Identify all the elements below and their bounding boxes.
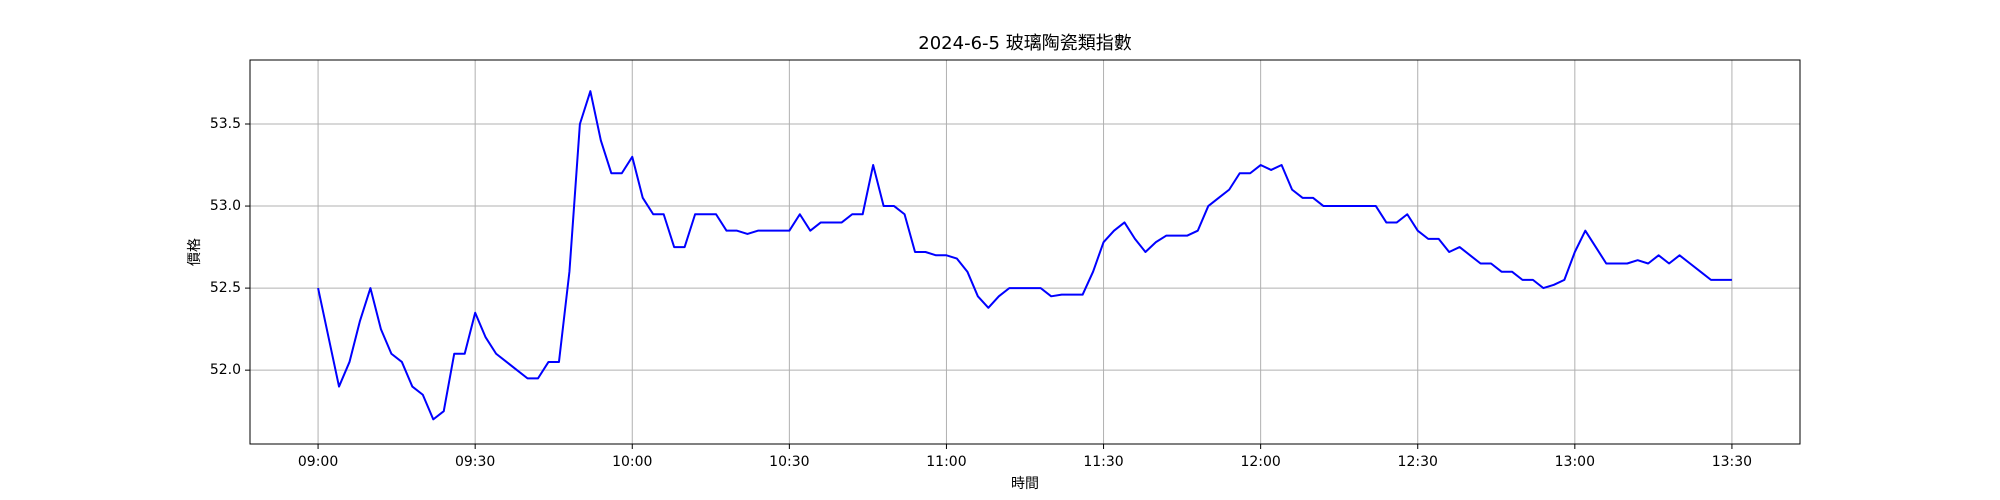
x-tick-label: 10:30 xyxy=(769,454,809,470)
chart-title: 2024-6-5 玻璃陶瓷類指數 xyxy=(918,33,1131,54)
x-tick-label: 13:00 xyxy=(1555,454,1595,470)
x-tick-label: 12:30 xyxy=(1398,454,1438,470)
x-tick-label: 09:00 xyxy=(298,454,338,470)
plot-frame xyxy=(249,59,1801,445)
x-tick-label: 12:00 xyxy=(1240,454,1280,470)
x-tick-label: 09:30 xyxy=(455,454,495,470)
y-axis-label: 價格 xyxy=(186,238,203,266)
price-line xyxy=(317,90,1732,421)
y-tick-label: 52.0 xyxy=(210,362,241,378)
x-tick-label: 10:00 xyxy=(612,454,652,470)
x-tick-label: 11:00 xyxy=(926,454,966,470)
y-tick-label: 53.0 xyxy=(210,198,241,214)
x-tick-label: 13:30 xyxy=(1712,454,1752,470)
x-tick-label: 11:30 xyxy=(1083,454,1123,470)
y-tick-label: 52.5 xyxy=(210,280,241,296)
x-axis-label: 時間 xyxy=(1011,476,1039,492)
y-tick-label: 53.5 xyxy=(210,116,241,132)
